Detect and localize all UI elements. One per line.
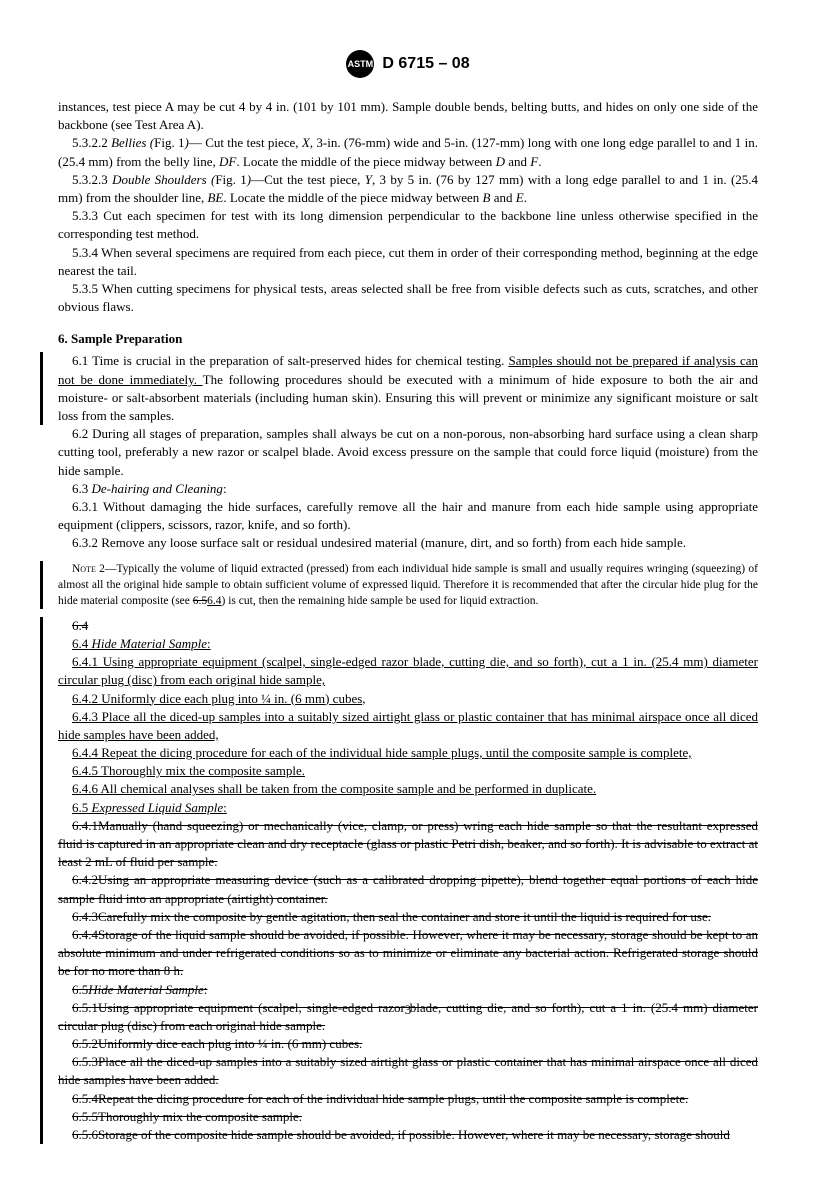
clause-num: 5.3.2.2 (72, 135, 108, 150)
clause-num: 6.4.3 (72, 909, 98, 924)
para-641: 6.4.1 Using appropriate equipment (scalp… (58, 653, 758, 689)
strike-text: Place all the diced-up samples into a su… (58, 1054, 758, 1087)
clause-label: Bellies ( (108, 135, 154, 150)
para-62: 6.2 During all stages of preparation, sa… (58, 425, 758, 480)
fig-ref: Fig. 1 (215, 172, 246, 187)
clause-num: 6.5.3 (72, 1054, 98, 1069)
strike-text: Repeat the dicing procedure for each of … (98, 1091, 688, 1106)
para-646: 6.4.6 All chemical analyses shall be tak… (58, 780, 758, 798)
clause-num: 6.5 (72, 982, 88, 997)
clause-num: 6.5.2 (72, 1036, 98, 1051)
para-645: 6.4.5 Thoroughly mix the composite sampl… (58, 762, 758, 780)
clause-num: 6.5 (72, 800, 88, 815)
clause-label: Double Shoulders ( (108, 172, 216, 187)
para-644s: 6.4.4Storage of the liquid sample should… (58, 926, 758, 981)
text-part: 6.1 Time is crucial in the preparation o… (72, 353, 508, 368)
clause-label: De-hairing and Cleaning (88, 481, 223, 496)
para-5321-cont: instances, test piece A may be cut 4 by … (58, 98, 758, 134)
strike-text: 6.4 (72, 618, 88, 633)
para-533: 5.3.3 Cut each specimen for test with it… (58, 207, 758, 243)
clause-num: 6.5.6 (72, 1127, 98, 1142)
clause-num: 6.5.5 (72, 1109, 98, 1124)
doc-title: D 6715 – 08 (382, 53, 469, 75)
clause-num: 6.5.4 (72, 1091, 98, 1106)
para-642: 6.4.2 Uniformly dice each plug into ¼ in… (58, 690, 758, 708)
para-644: 6.4.4 Repeat the dicing procedure for ea… (58, 744, 758, 762)
para-535: 5.3.5 When cutting specimens for physica… (58, 280, 758, 316)
clause-num: 6.4.2 (72, 872, 98, 887)
strike-text: Storage of the composite hide sample sho… (98, 1127, 730, 1142)
page-number: 3 (0, 1002, 816, 1018)
strike-text: Using an appropriate measuring device (s… (58, 872, 758, 905)
clause-num: 6.4.4 (72, 927, 98, 942)
note-text: ) is cut, then the remaining hide sample… (222, 595, 539, 607)
strike-text: Uniformly dice each plug into ¼ in. (6 m… (98, 1036, 362, 1051)
clause-num: 6.4.1 (72, 818, 98, 833)
strike-text: Thoroughly mix the composite sample. (98, 1109, 302, 1124)
clause-num: 5.3.2.3 (72, 172, 108, 187)
note-label: Note 2 (72, 563, 105, 575)
clause-num: 6.3 (72, 481, 88, 496)
change-bar-note2: Note 2—Typically the volume of liquid ex… (40, 561, 758, 609)
note-underline: 6.4 (207, 595, 221, 607)
clause-label: Expressed Liquid Sample (88, 800, 223, 815)
para-643: 6.4.3 Place all the diced-up samples int… (58, 708, 758, 744)
para-65s: 6.5Hide Material Sample: (58, 981, 758, 999)
para-631: 6.3.1 Without damaging the hide surfaces… (58, 498, 758, 534)
para-632: 6.3.2 Remove any loose surface salt or r… (58, 534, 758, 552)
para-652s: 6.5.2Uniformly dice each plug into ¼ in.… (58, 1035, 758, 1053)
change-bar-64: 6.4 6.4 Hide Material Sample: 6.4.1 Usin… (40, 617, 758, 1144)
para-63: 6.3 De-hairing and Cleaning: (58, 480, 758, 498)
para-641s: 6.4.1Manually (hand squeezing) or mechan… (58, 817, 758, 872)
para-64-strike: 6.4 (58, 617, 758, 635)
para-5322: 5.3.2.2 Bellies (Fig. 1))— Cut the test … (58, 134, 758, 170)
para-643s: 6.4.3Carefully mix the composite by gent… (58, 908, 758, 926)
para-642s: 6.4.2Using an appropriate measuring devi… (58, 871, 758, 907)
para-5323: 5.3.2.3 Double Shoulders (Fig. 1)—Cut th… (58, 171, 758, 207)
clause-label: Hide Material Sample (88, 982, 204, 997)
strike-text: Storage of the liquid sample should be a… (58, 927, 758, 978)
doc-header: ASTM D 6715 – 08 (58, 50, 758, 78)
para-61: 6.1 Time is crucial in the preparation o… (58, 352, 758, 425)
section-6-heading: 6. Sample Preparation (58, 330, 758, 348)
clause-label: Hide Material Sample (88, 636, 207, 651)
strike-text: Manually (hand squeezing) or mechanicall… (58, 818, 758, 869)
change-bar-61: 6.1 Time is crucial in the preparation o… (40, 352, 758, 425)
strike-text: Carefully mix the composite by gentle ag… (98, 909, 711, 924)
para-653s: 6.5.3Place all the diced-up samples into… (58, 1053, 758, 1089)
note-strike: 6.5 (193, 595, 207, 607)
para-65: 6.5 Expressed Liquid Sample: (58, 799, 758, 817)
para-655s: 6.5.5Thoroughly mix the composite sample… (58, 1108, 758, 1126)
para-64: 6.4 Hide Material Sample: (58, 635, 758, 653)
astm-logo-icon: ASTM (346, 50, 374, 78)
clause-num: 6.4 (72, 636, 88, 651)
fig-ref: Fig. 1 (154, 135, 184, 150)
para-656s: 6.5.6Storage of the composite hide sampl… (58, 1126, 758, 1144)
note-2: Note 2—Typically the volume of liquid ex… (58, 561, 758, 609)
para-654s: 6.5.4Repeat the dicing procedure for eac… (58, 1090, 758, 1108)
para-534: 5.3.4 When several specimens are require… (58, 244, 758, 280)
